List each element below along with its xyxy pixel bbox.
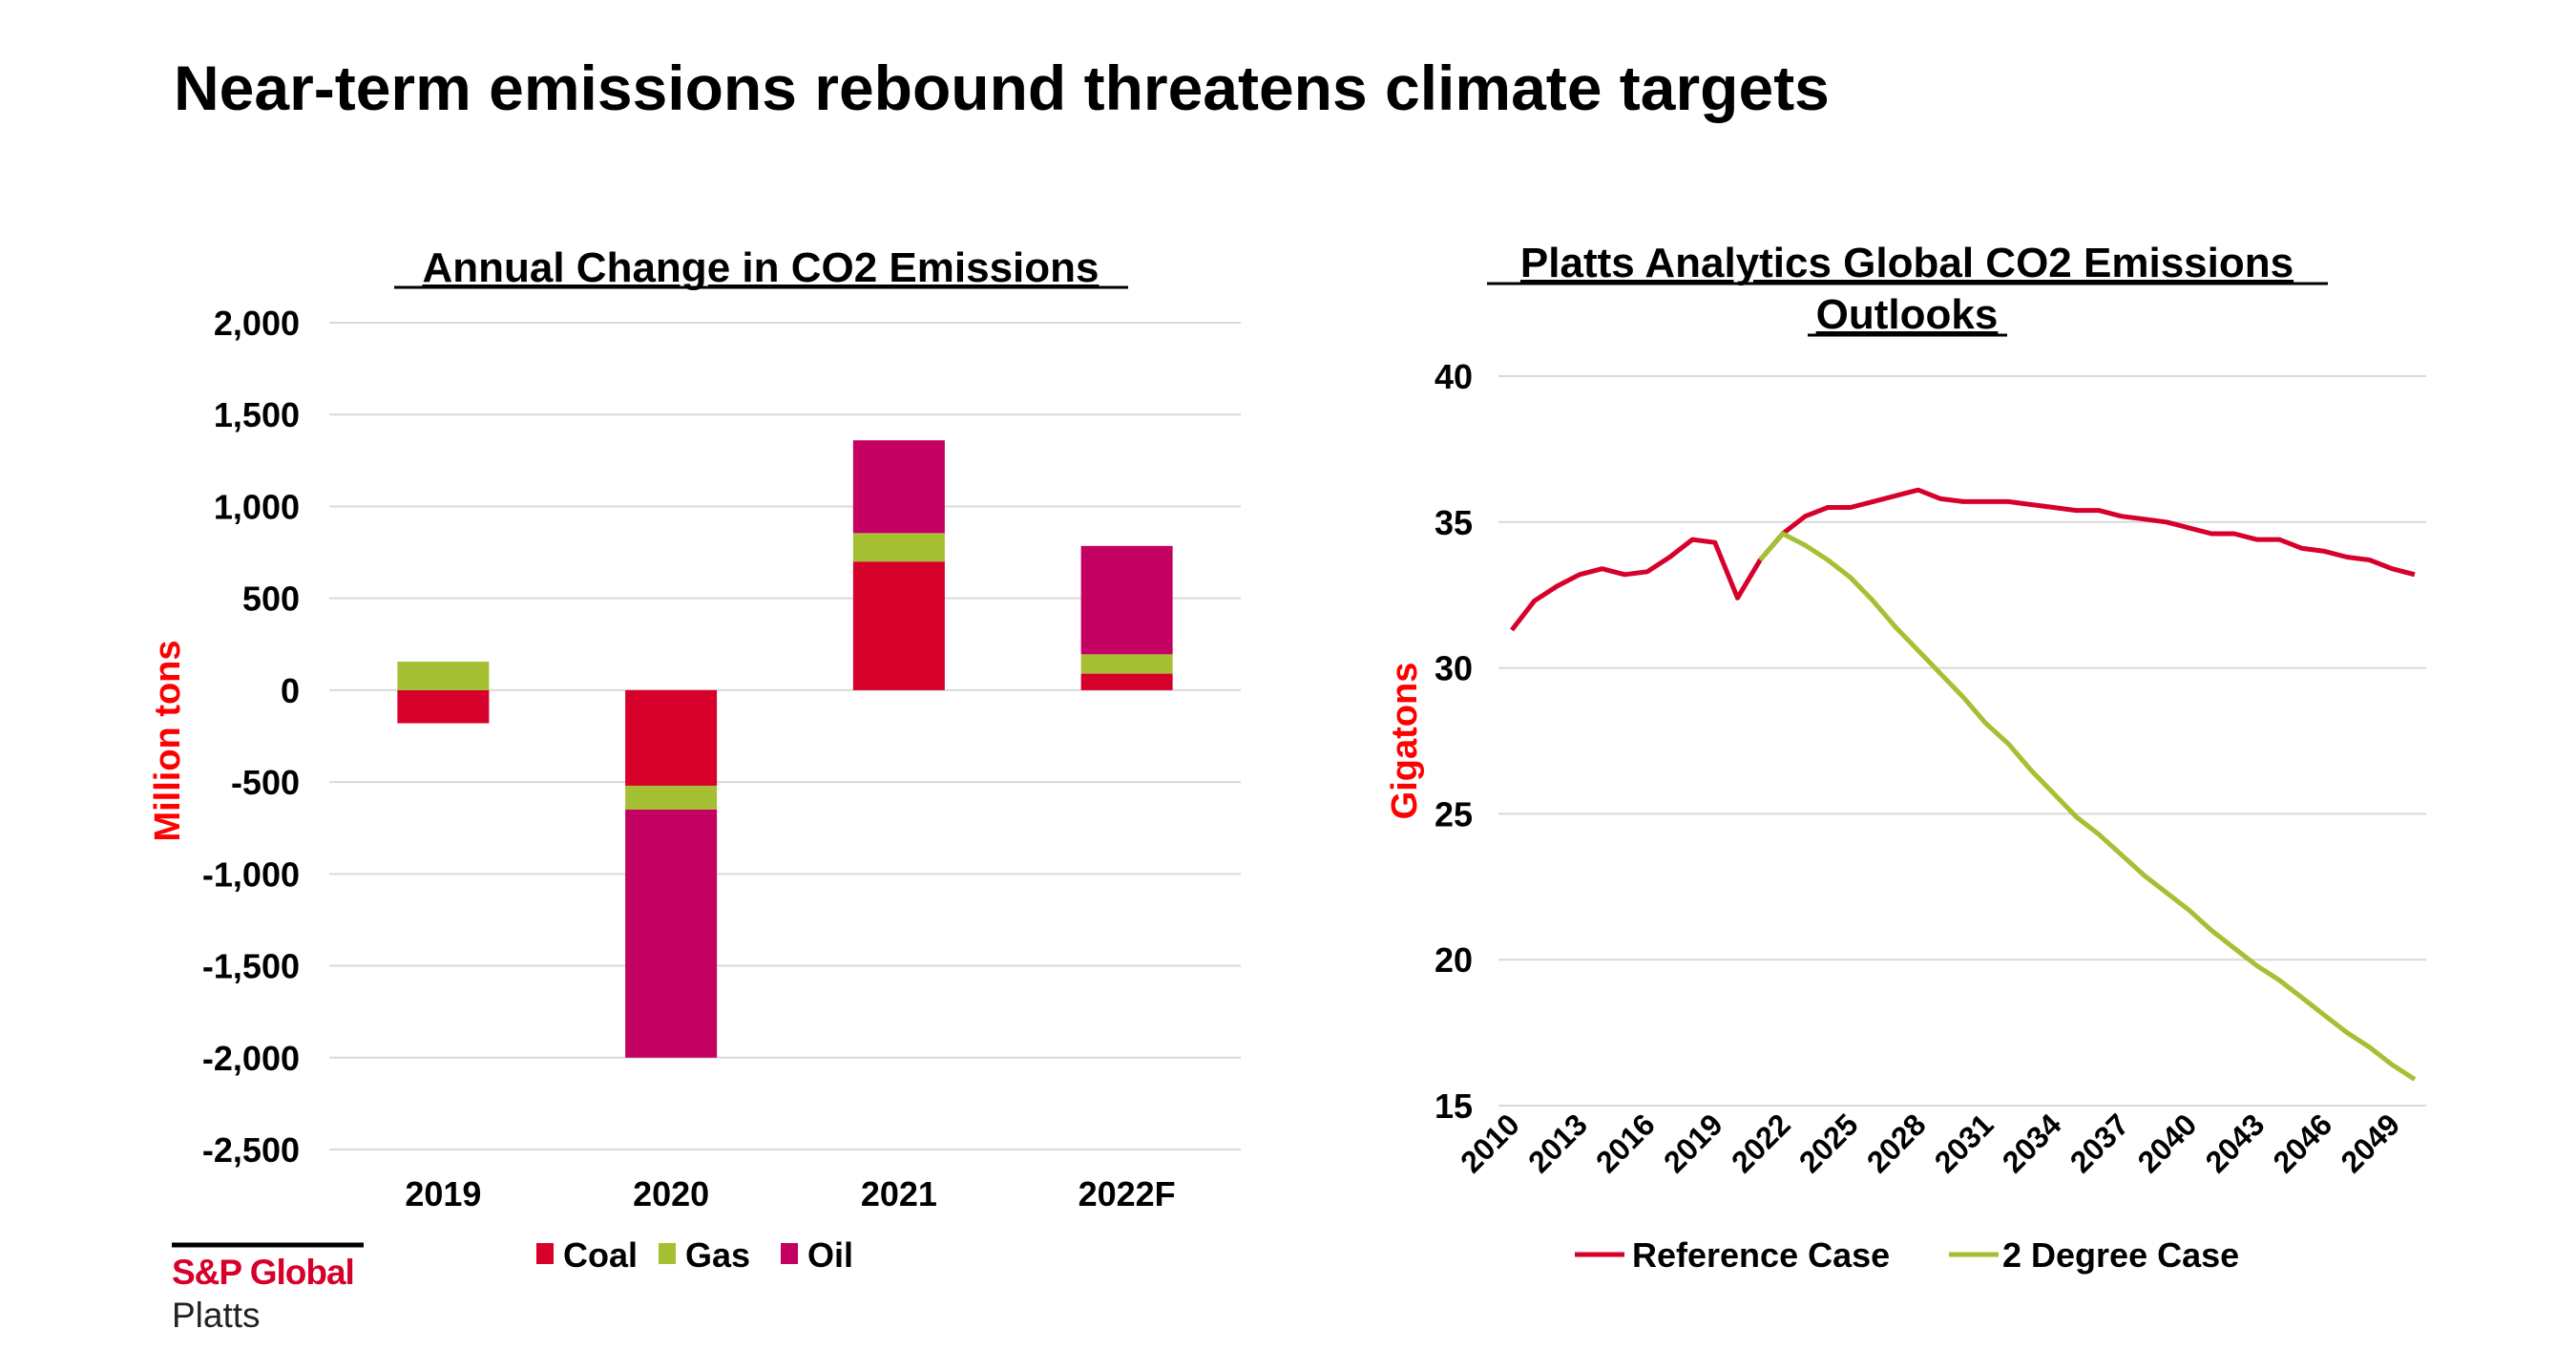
- bar-segment-gas-2020: [625, 785, 718, 810]
- series-line-reference-case: [1510, 487, 2416, 632]
- x-tick-label: 2020: [633, 1174, 709, 1213]
- x-tick-label: 2025: [1792, 1107, 1865, 1179]
- bar-segment-gas-2022F: [1080, 654, 1173, 674]
- y-tick-label: -2,000: [202, 1039, 300, 1078]
- legend-label-coal: Coal: [563, 1235, 638, 1275]
- x-tick-label: 2022F: [1079, 1174, 1176, 1213]
- bar-segment-oil-2022F: [1080, 545, 1173, 655]
- x-tick-label: 2022: [1725, 1107, 1797, 1179]
- bar-segment-gas-2019: [397, 662, 490, 690]
- y-tick-label: -500: [231, 763, 300, 802]
- legend-swatch-oil: [781, 1243, 798, 1264]
- bar-segment-gas-2021: [852, 533, 945, 562]
- y-tick-label: 2,000: [214, 304, 300, 343]
- y-tick-label: 1,500: [214, 395, 300, 434]
- x-tick-label: 2031: [1928, 1107, 2000, 1179]
- legend-label-gas: Gas: [685, 1235, 750, 1275]
- y-tick-label: 500: [242, 580, 300, 619]
- x-tick-label: 2019: [405, 1174, 481, 1213]
- y-tick-label: 35: [1435, 503, 1473, 542]
- x-tick-label: 2016: [1589, 1107, 1662, 1179]
- y-tick-label: 1,000: [214, 487, 300, 526]
- y-tick-label: -2,500: [202, 1130, 300, 1170]
- x-tick-label: 2040: [2131, 1107, 2204, 1179]
- x-tick-label: 2037: [2063, 1107, 2136, 1179]
- series-line-two-degree-case: [1758, 531, 2417, 1082]
- line-chart-title-line: Outlooks: [1816, 291, 1999, 338]
- y-tick-label: -1,000: [202, 854, 300, 894]
- y-tick-label: 25: [1435, 794, 1473, 833]
- y-tick-label: 20: [1435, 940, 1473, 980]
- x-tick-label: 2019: [1657, 1107, 1729, 1179]
- legend-swatch-coal: [536, 1243, 554, 1264]
- legend-label: 2 Degree Case: [2002, 1235, 2239, 1275]
- y-axis-label: Gigatons: [1385, 663, 1425, 820]
- emissions-outlook-line-chart: Platts Analytics Global CO2 Emissions Out…: [1385, 240, 2426, 1275]
- bar-chart-title: Annual Change in CO2 Emissions: [422, 244, 1099, 291]
- y-tick-label: 15: [1435, 1086, 1473, 1126]
- bar-segment-coal-2019: [397, 689, 490, 724]
- logo-sub: Platts: [172, 1296, 261, 1335]
- logo: S&P Global Platts: [172, 1242, 364, 1335]
- annual-change-bar-chart: Annual Change in CO2 Emissions 2,000 1,500…: [148, 244, 1241, 1275]
- x-tick-label: 2021: [861, 1174, 937, 1213]
- logo-brand: S&P Global: [172, 1253, 354, 1292]
- legend-swatch-gas: [659, 1243, 676, 1264]
- bar-segment-oil-2020: [625, 809, 718, 1058]
- bar-segment-coal-2022F: [1080, 673, 1173, 690]
- bar-segment-coal-2020: [625, 689, 718, 786]
- x-tick-label: 2049: [2335, 1107, 2407, 1179]
- bar-segment-coal-2021: [852, 561, 945, 690]
- x-tick-label: 2043: [2199, 1107, 2272, 1179]
- line-chart-title-line: Platts Analytics Global CO2 Emissions: [1520, 240, 2293, 286]
- y-axis-label: Million tons: [148, 640, 188, 841]
- x-tick-label: 2034: [1996, 1107, 2068, 1179]
- legend-label-oil: Oil: [807, 1235, 853, 1275]
- x-tick-label: 2028: [1860, 1107, 1933, 1179]
- y-tick-label: 30: [1435, 649, 1473, 688]
- x-tick-label: 2013: [1521, 1107, 1594, 1179]
- page-title: Near-term emissions rebound threatens cl…: [174, 53, 1830, 123]
- y-tick-label: 0: [281, 671, 300, 710]
- x-tick-label: 2046: [2267, 1107, 2339, 1179]
- bar-segment-oil-2021: [852, 440, 945, 534]
- y-tick-label: 40: [1435, 357, 1473, 396]
- y-tick-label: -1,500: [202, 947, 300, 986]
- legend-label: Reference Case: [1632, 1235, 1890, 1275]
